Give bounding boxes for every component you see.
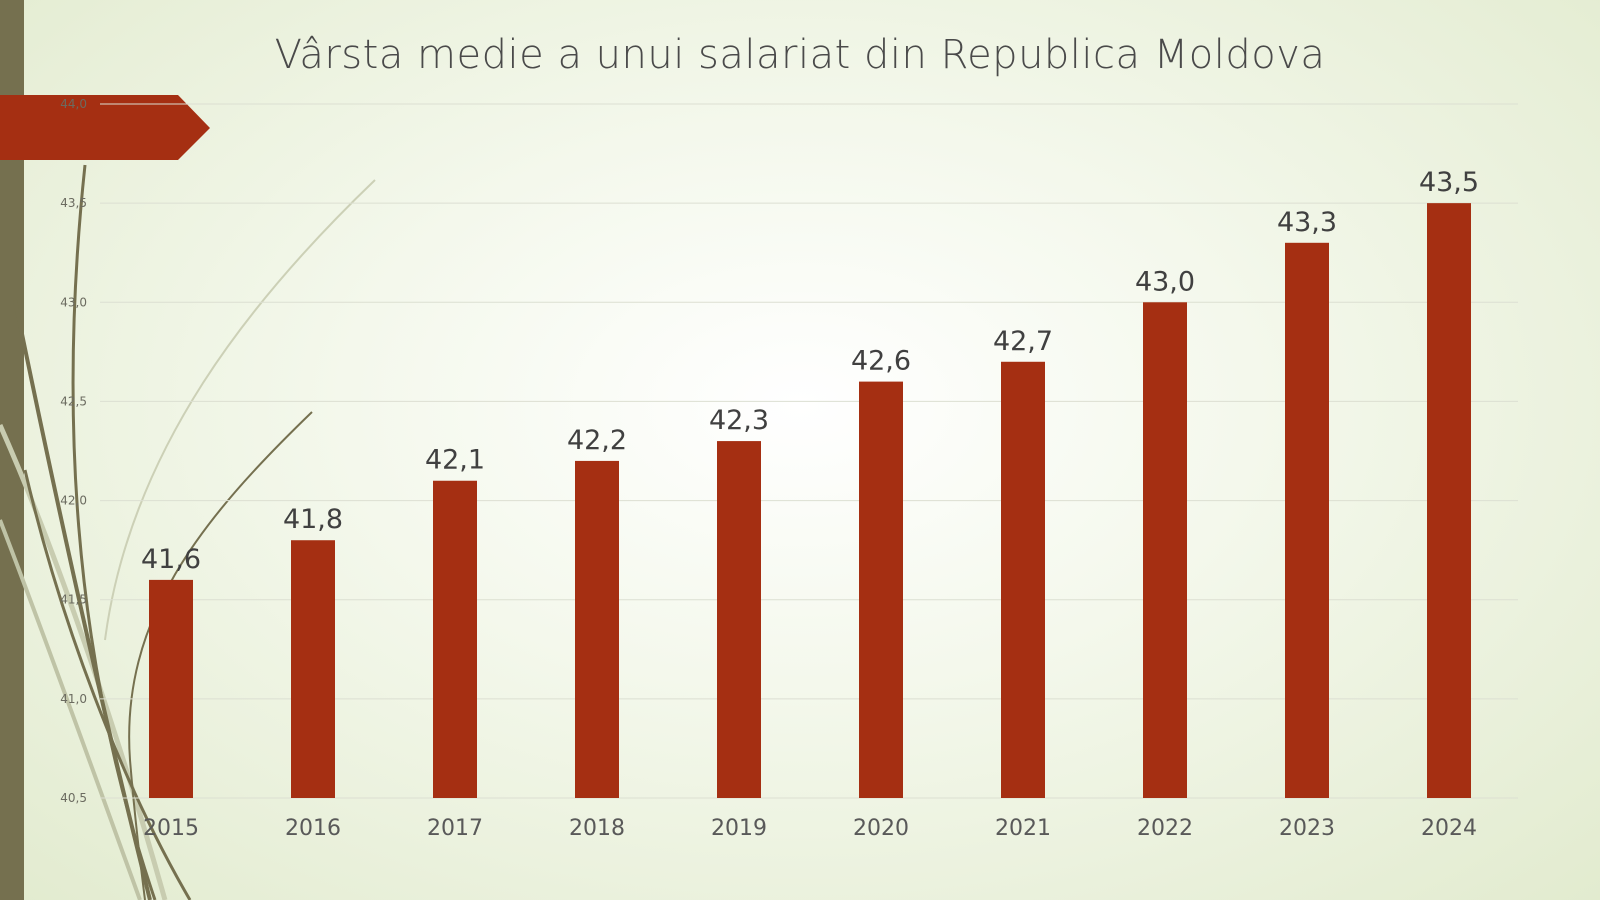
bar-2016	[291, 540, 335, 798]
value-label-2021: 42,7	[993, 326, 1053, 357]
value-label-2015: 41,6	[141, 544, 201, 575]
x-tick-label-2016: 2016	[285, 816, 341, 841]
y-tick-label: 40,5	[60, 791, 87, 805]
value-labels: 41,6 41,8 42,1 42,2 42,3 42,6 42,7 43,0 43,3 43,5	[141, 167, 1479, 575]
value-label-2018: 42,2	[567, 425, 627, 456]
bar-2021	[1001, 361, 1045, 798]
value-label-2024: 43,5	[1419, 167, 1479, 198]
x-tick-label-2020: 2020	[853, 816, 909, 841]
value-label-2016: 41,8	[283, 504, 343, 535]
value-label-2023: 43,3	[1277, 207, 1337, 238]
value-label-2017: 42,1	[425, 445, 485, 476]
bar-2015	[149, 579, 193, 798]
bar-2024	[1427, 203, 1471, 799]
x-tick-label-2019: 2019	[711, 816, 767, 841]
x-tick-label-2018: 2018	[569, 816, 625, 841]
x-tick-label-2021: 2021	[995, 816, 1051, 841]
value-label-2020: 42,6	[851, 346, 911, 377]
x-tick-label-2022: 2022	[1137, 816, 1193, 841]
gridlines	[100, 103, 1518, 799]
y-tick-label: 41,0	[60, 692, 87, 706]
x-tick-label-2024: 2024	[1421, 816, 1477, 841]
bar-2019	[717, 441, 761, 798]
y-tick-label: 42,5	[60, 394, 87, 408]
chart-title: Vârsta medie a unui salariat din Republi…	[274, 32, 1326, 78]
bars	[149, 203, 1471, 799]
bar-2017	[433, 480, 477, 798]
value-label-2019: 42,3	[709, 405, 769, 436]
value-label-2022: 43,0	[1135, 266, 1195, 297]
x-tick-label-2015: 2015	[143, 816, 199, 841]
y-axis-ticks: 40,5 41,0 41,5 42,0 42,5 43,0 43,5 44,0	[60, 97, 87, 805]
x-tick-label-2017: 2017	[427, 816, 483, 841]
x-tick-label-2023: 2023	[1279, 816, 1335, 841]
y-tick-label: 43,0	[60, 295, 87, 309]
y-tick-label: 44,0	[60, 97, 87, 111]
bar-2018	[575, 460, 619, 798]
y-tick-label: 42,0	[60, 494, 87, 508]
bar-2020	[859, 381, 903, 798]
bar-2022	[1143, 302, 1187, 798]
y-tick-label: 41,5	[60, 593, 87, 607]
bar-2023	[1285, 242, 1329, 799]
y-tick-label: 43,5	[60, 196, 87, 210]
x-axis-labels: 2015 2016 2017 2018 2019 2020 2021 2022 2023 2024	[143, 816, 1477, 841]
